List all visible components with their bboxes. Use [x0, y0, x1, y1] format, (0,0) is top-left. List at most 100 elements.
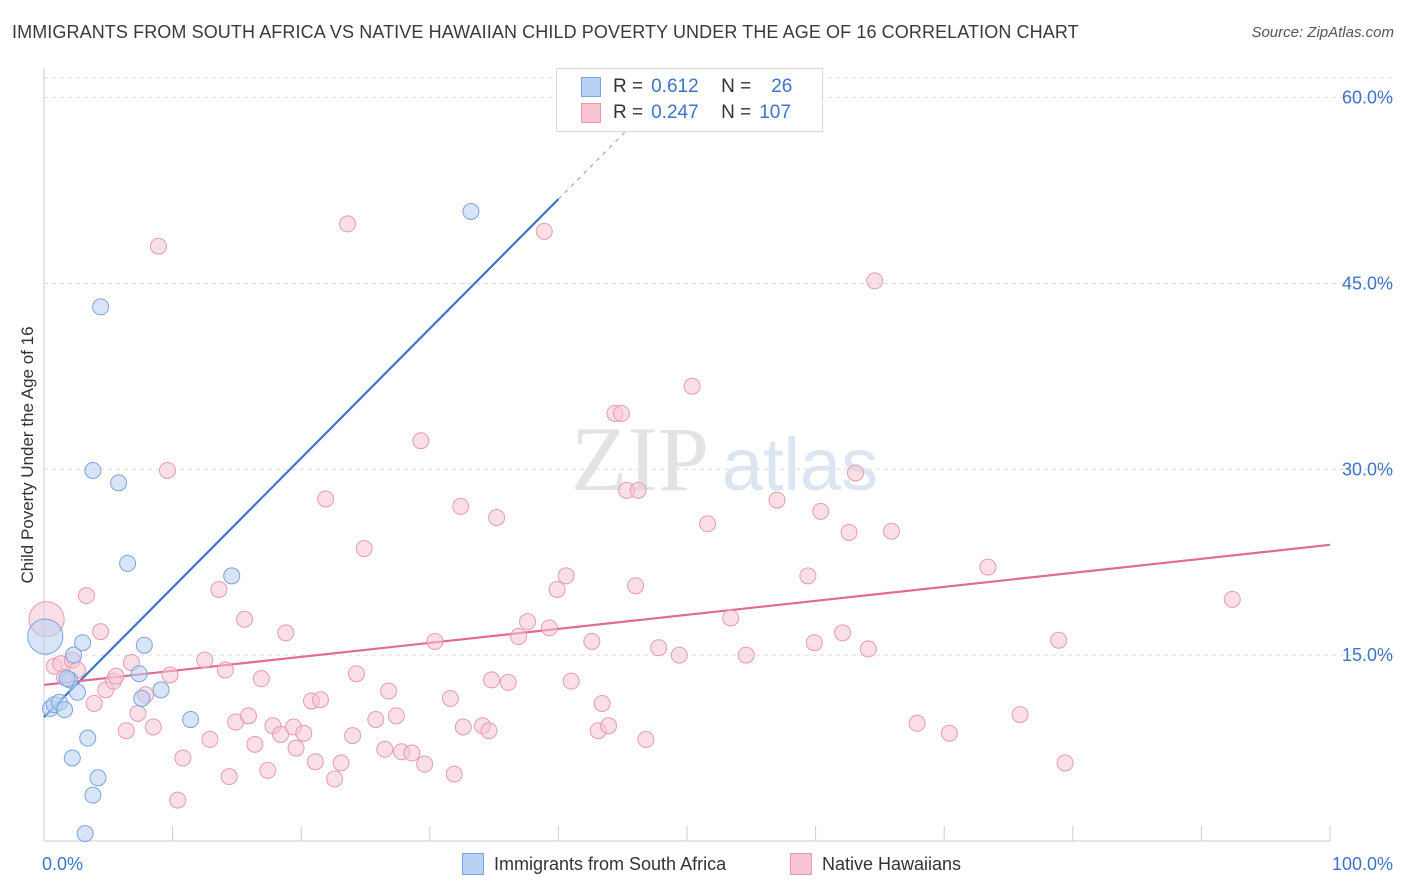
y-tick-label: 15.0%: [1342, 645, 1393, 665]
pink-point: [454, 718, 472, 736]
pink-point: [548, 580, 566, 598]
pink-point: [540, 619, 558, 637]
pink-point: [236, 610, 254, 628]
blue-point: [119, 554, 137, 572]
pink-point: [77, 587, 95, 605]
pink-point: [216, 661, 234, 679]
pink-point: [306, 753, 324, 771]
pink-point: [161, 666, 179, 684]
blue-point: [74, 634, 92, 652]
pink-point: [380, 682, 398, 700]
pink-point: [149, 237, 167, 255]
y-tick-label: 60.0%: [1342, 88, 1393, 108]
chart-title: IMMIGRANTS FROM SOUTH AFRICA VS NATIVE H…: [12, 22, 1079, 42]
pink-point: [593, 694, 611, 712]
pink-point: [1050, 631, 1068, 649]
r-value-pink: 0.247: [651, 102, 699, 123]
pink-point: [799, 567, 817, 585]
blue-point: [462, 203, 480, 221]
pink-point: [174, 749, 192, 767]
watermark-atlas: atlas: [722, 423, 878, 506]
pink-point: [169, 791, 187, 809]
pink-point: [376, 740, 394, 758]
pink-point: [277, 624, 295, 642]
pink-point: [210, 580, 228, 598]
series-2-label: Native Hawaiians: [822, 853, 962, 874]
pink-point: [840, 523, 858, 541]
bottom-legend-series-2: Native Hawaiians: [790, 851, 961, 877]
pink-point: [272, 725, 290, 743]
r-label: R =: [613, 76, 644, 97]
pink-point: [144, 718, 162, 736]
pink-point: [220, 768, 238, 786]
pink-point: [683, 377, 701, 395]
pink-point: [355, 540, 373, 558]
grid-lines: [44, 77, 1394, 656]
pink-point: [201, 730, 219, 748]
pink-point: [979, 558, 997, 576]
pink-point: [812, 502, 830, 520]
pink-point: [196, 651, 214, 669]
pink-point: [488, 509, 506, 527]
pink-point: [326, 770, 344, 788]
blue-point: [56, 701, 74, 719]
blue-point: [65, 646, 83, 664]
blue-point: [133, 689, 151, 707]
pink-point: [650, 639, 668, 657]
blue-trend-extension: [557, 120, 636, 200]
pink-point: [158, 461, 176, 479]
n-label: N =: [721, 102, 752, 123]
pink-point: [882, 522, 900, 540]
pink-point: [519, 613, 537, 631]
pink-point: [403, 744, 421, 762]
pink-point: [387, 707, 405, 725]
pink-point: [612, 404, 630, 422]
bottom-legend-series-1: Immigrants from South Africa: [462, 851, 726, 877]
x-tick-label: 100.0%: [1332, 854, 1393, 874]
pink-point: [239, 707, 257, 725]
pink-point: [117, 722, 135, 740]
pink-point: [768, 491, 786, 509]
n-label: N =: [721, 76, 752, 97]
pink-point: [287, 739, 305, 757]
pink-swatch: [581, 103, 601, 123]
pink-point: [846, 464, 864, 482]
pink-point: [940, 724, 958, 742]
pink-point: [426, 632, 444, 650]
blue-point: [110, 474, 128, 492]
stats-legend-row-pink: R = 0.247 N = 107: [581, 101, 791, 125]
pink-point: [859, 640, 877, 658]
y-tick-label: 45.0%: [1342, 273, 1393, 293]
blue-point: [84, 786, 102, 804]
blue-point: [27, 618, 64, 655]
pink-point: [1011, 706, 1029, 724]
pink-point: [129, 704, 147, 722]
n-value-blue: 26: [771, 76, 793, 97]
pink-point: [441, 689, 459, 707]
pink-point: [600, 717, 618, 735]
r-label: R =: [613, 102, 644, 123]
stats-legend-row-blue: R = 0.612 N = 26: [581, 75, 792, 99]
pink-point: [834, 624, 852, 642]
pink-point: [412, 432, 430, 450]
pink-point: [670, 646, 688, 664]
pink-point: [557, 567, 575, 585]
pink-point: [699, 515, 717, 533]
blue-point: [76, 825, 94, 843]
x-tick-label: 0.0%: [42, 854, 83, 874]
pink-point: [737, 646, 755, 664]
blue-trend-line: [43, 198, 560, 718]
blue-point: [58, 670, 76, 688]
pink-point: [629, 481, 647, 499]
pink-point: [367, 711, 385, 729]
pink-point: [483, 671, 501, 689]
blue-point: [84, 461, 102, 479]
series-1-label: Immigrants from South Africa: [494, 853, 727, 874]
blue-point: [63, 749, 81, 767]
blue-point: [89, 769, 107, 787]
pink-swatch: [790, 853, 812, 875]
pink-point: [499, 673, 517, 691]
pink-point: [510, 628, 528, 646]
pink-point: [866, 272, 884, 290]
pink-point: [445, 765, 463, 783]
